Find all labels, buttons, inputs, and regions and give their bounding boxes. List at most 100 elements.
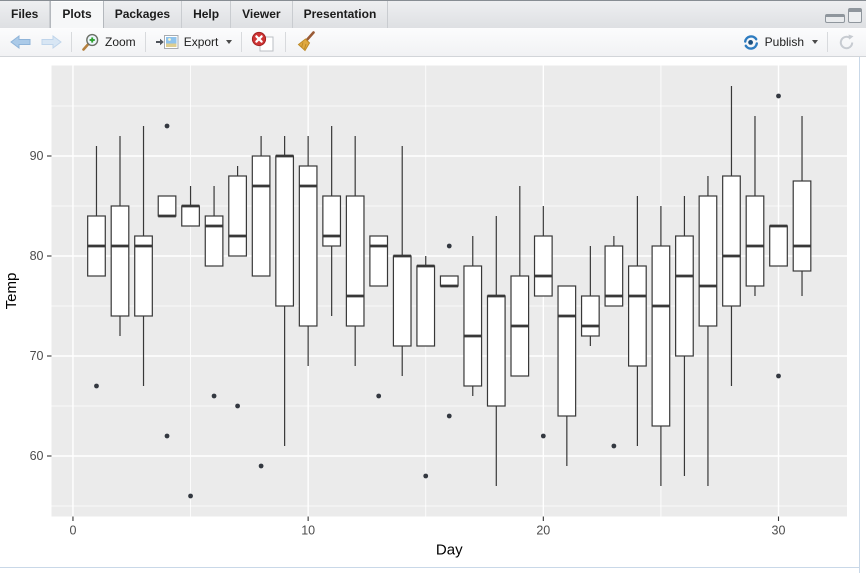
outlier-point — [164, 123, 170, 129]
boxplot-day-24 — [627, 196, 647, 446]
x-tick-label: 10 — [301, 524, 315, 538]
remove-plot-button[interactable] — [247, 29, 280, 55]
outlier-point — [446, 413, 452, 419]
iqr-box — [298, 165, 318, 327]
boxplot-day-1 — [87, 146, 106, 389]
outlier-point — [776, 93, 781, 99]
outlier-point — [235, 403, 240, 409]
boxplot-day-21 — [557, 285, 577, 466]
iqr-box — [275, 155, 295, 307]
iqr-box — [463, 265, 483, 387]
export-dropdown-caret-icon — [226, 40, 233, 44]
boxplot-day-18 — [486, 216, 506, 486]
boxplot-day-10 — [298, 136, 318, 366]
iqr-box — [204, 215, 224, 267]
tab-help[interactable]: Help — [182, 1, 232, 28]
outlier-point — [258, 463, 264, 469]
outlier-point — [611, 443, 617, 449]
boxplot-day-23 — [604, 236, 624, 449]
boxplot-day-29 — [745, 116, 765, 296]
tab-strip: Files Plots Packages Help Viewer Presentation — [0, 1, 389, 28]
iqr-box — [416, 265, 436, 347]
y-tick-label: 80 — [30, 249, 44, 263]
outlier-point — [446, 243, 452, 249]
iqr-box — [228, 175, 247, 257]
x-tick-label: 30 — [772, 524, 786, 538]
x-tick-label: 20 — [536, 524, 550, 538]
iqr-box — [134, 235, 153, 317]
iqr-box — [604, 245, 624, 307]
boxplot-day-15 — [416, 256, 436, 479]
back-arrow-icon — [10, 35, 31, 49]
back-plot-button[interactable] — [6, 32, 36, 52]
tab-packages[interactable]: Packages — [104, 1, 183, 28]
boxplot-day-17 — [463, 236, 483, 396]
boxplot-day-26 — [675, 196, 694, 476]
refresh-icon — [839, 34, 854, 49]
outlier-point — [164, 433, 170, 439]
boxplot-day-6 — [204, 186, 224, 399]
boxplot-day-8 — [251, 136, 271, 469]
minimize-icon[interactable] — [825, 14, 845, 23]
iqr-box — [181, 205, 200, 227]
tab-plots[interactable]: Plots — [50, 1, 104, 28]
pane-bottom-border — [0, 567, 860, 573]
outlier-point — [376, 393, 382, 399]
boxplot-day-16 — [439, 243, 459, 419]
boxplot-day-28 — [722, 86, 741, 386]
clear-all-broom-icon — [298, 31, 316, 52]
outlier-point — [94, 383, 99, 389]
iqr-box — [157, 195, 177, 217]
iqr-box — [698, 195, 718, 327]
iqr-box — [557, 285, 577, 417]
boxplot-day-27 — [698, 176, 718, 486]
iqr-box — [533, 235, 553, 297]
iqr-box — [486, 295, 506, 407]
tab-presentation[interactable]: Presentation — [293, 1, 389, 28]
tab-viewer[interactable]: Viewer — [231, 1, 293, 28]
boxplot-day-13 — [369, 235, 389, 399]
iqr-box — [110, 205, 130, 317]
toolbar-separator — [827, 32, 828, 52]
clear-all-plots-button[interactable] — [291, 29, 320, 55]
zoom-button-label: Zoom — [105, 35, 136, 49]
iqr-box — [769, 225, 788, 267]
tab-files[interactable]: Files — [0, 1, 51, 28]
iqr-box — [439, 275, 459, 287]
boxplot-day-30 — [769, 93, 788, 379]
remove-plot-red-x-icon — [252, 31, 274, 52]
pane-tab-bar: Files Plots Packages Help Viewer Presentation — [0, 0, 866, 28]
iqr-box — [651, 245, 671, 427]
outlier-point — [188, 493, 193, 499]
boxplot-chart-canvas: 60 70 80 90 0 10 20 30 Day Temp — [3, 65, 847, 559]
iqr-box — [369, 235, 389, 287]
boxplot-day-5 — [181, 186, 200, 499]
y-tick-label: 90 — [30, 149, 44, 163]
outlier-point — [776, 373, 781, 379]
iqr-box — [627, 265, 647, 367]
publish-dropdown-caret-icon — [812, 40, 818, 44]
publish-button[interactable]: Publish — [738, 32, 822, 53]
export-plot-button[interactable]: Export — [151, 32, 237, 52]
zoom-plot-button[interactable]: Zoom — [77, 31, 140, 54]
maximize-icon[interactable] — [848, 7, 862, 23]
toolbar-separator — [71, 32, 72, 52]
forward-arrow-icon — [41, 35, 62, 49]
axis-tick-marks — [47, 155, 780, 521]
window-controls — [825, 1, 862, 29]
iqr-box — [580, 295, 600, 337]
boxplot-day-7 — [228, 166, 247, 409]
boxplot-day-19 — [510, 186, 530, 377]
refresh-plot-button[interactable] — [833, 31, 860, 54]
boxplot-day-4 — [157, 123, 177, 439]
y-tick-label: 60 — [30, 449, 44, 463]
toolbar-separator — [285, 32, 287, 52]
iqr-box — [345, 195, 365, 327]
iqr-box — [675, 235, 694, 357]
y-tick-label: 70 — [30, 349, 44, 363]
forward-plot-button[interactable] — [36, 32, 66, 52]
iqr-box — [792, 180, 812, 272]
y-axis-title: Temp — [3, 273, 20, 310]
outlier-point — [540, 433, 546, 439]
